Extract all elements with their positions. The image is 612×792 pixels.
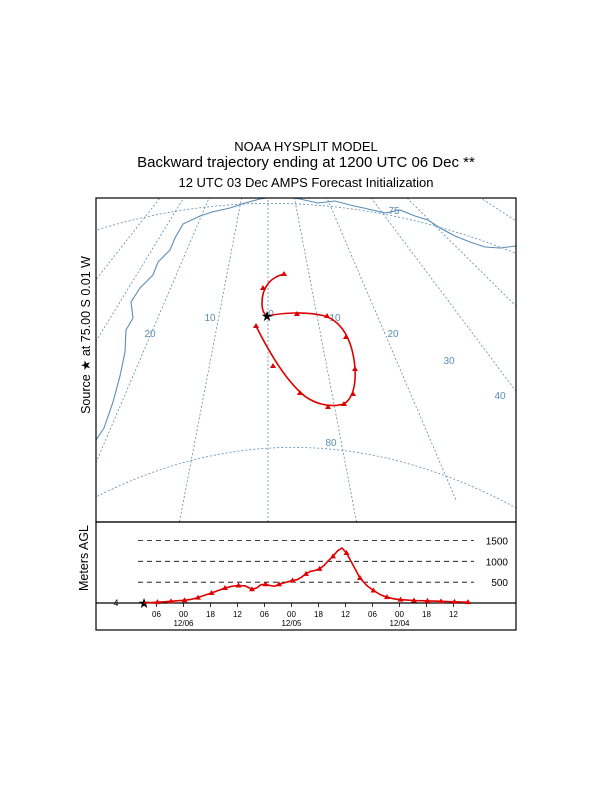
profile-marker [168,598,174,604]
date-label: 12/06 [173,619,194,628]
start-star-icon: ★ [138,595,151,611]
profile-marker [208,590,215,595]
meridian-line [479,198,516,222]
date-label: 12/04 [389,619,410,628]
x-tick-label: 18 [422,610,431,619]
date-label: 12/05 [281,619,302,628]
profile-marker [384,594,390,600]
meridian-line [326,198,457,501]
profile-marker [316,565,323,571]
meridian-label: 20 [144,329,156,340]
x-tick-label: 00 [287,610,296,619]
trajectory-marker [260,285,266,290]
x-tick-label: 18 [206,610,215,619]
meridian-line [179,198,242,522]
profile-marker [303,570,309,576]
model-name: NOAA HYSPLIT MODEL [234,139,378,154]
meridian-line [96,198,161,281]
profile-marker [411,597,417,603]
profile-marker [249,586,255,592]
latitude-arc [96,203,516,254]
trajectory-marker [281,271,287,276]
forecast-init: 12 UTC 03 Dec AMPS Forecast Initializati… [178,175,434,190]
trajectory-marker [341,401,347,406]
trajectory-marker [350,391,356,396]
source-label: Source ★ at 75.00 S 0.01 W [79,256,93,414]
x-tick-label: 06 [368,610,377,619]
meridian-line [370,198,516,392]
reference-label: 1000 [486,557,509,568]
meridian-line [96,198,210,464]
trajectory-line [255,273,356,407]
trajectory-marker [343,334,349,339]
source-star-icon: ★ [261,308,274,324]
profile-ylabel: Meters AGL [77,525,91,591]
trajectory-marker [352,366,358,371]
x-tick-label: 00 [395,610,404,619]
x-tick-label: 06 [260,610,269,619]
profile-marker [451,598,458,604]
x-tick-label: 18 [314,610,323,619]
start-height-label: 4 [113,598,118,608]
profile-marker [397,596,404,602]
profile-marker [195,594,201,600]
meridian-line [294,198,357,522]
profile-marker [465,599,471,605]
meridian-line [406,198,516,307]
meridian-label: 10 [204,313,216,324]
x-tick-label: 12 [449,610,458,619]
x-tick-label: 00 [179,610,188,619]
profile-frame [95,521,517,631]
profile-marker [262,581,269,587]
trajectory-markers [253,271,358,409]
coastline [96,198,516,441]
trajectory-marker [297,390,303,395]
meridian-label: 30 [443,356,455,367]
profile-marker [438,598,444,604]
profile-marker [424,597,431,603]
trajectory-marker [270,363,276,368]
profile-marker [330,553,336,559]
height-profile-markers [154,550,471,605]
trajectory-marker [325,404,331,409]
meridian-label: 40 [494,391,506,402]
x-tick-label: 12 [233,610,242,619]
x-tick-label: 12 [341,610,350,619]
latitude-label: 80 [325,438,337,449]
trajectory-marker [324,313,330,318]
meridian-label: 20 [387,329,399,340]
trajectory-marker [294,311,300,316]
chart-subtitle: Backward trajectory ending at 1200 UTC 0… [137,154,475,171]
latitude-label: 75 [388,206,400,217]
meridian-label: 10 [329,313,341,324]
latitude-arc [96,447,516,509]
reference-label: 1500 [486,537,509,548]
profile-marker [235,582,242,588]
profile-marker [370,587,377,593]
map-grid: 20 10 0 10 20 30 40 75 80 [96,198,516,522]
x-ticks: 06 00 18 12 06 00 18 12 06 00 18 12 12/06 12/05 12/04 [152,603,458,628]
profile-marker [289,577,296,583]
profile-marker [276,581,282,587]
trajectory-marker [253,323,259,328]
profile-marker [343,550,350,555]
reference-label: 500 [491,578,508,589]
map-panel: 20 10 0 10 20 30 40 75 80 ★ [79,197,517,523]
profile-marker [222,585,228,590]
profile-marker [357,575,363,580]
x-tick-label: 06 [152,610,161,619]
reference-lines: 500 1000 1500 [138,537,509,589]
profile-marker [154,599,161,605]
profile-marker [181,597,188,603]
